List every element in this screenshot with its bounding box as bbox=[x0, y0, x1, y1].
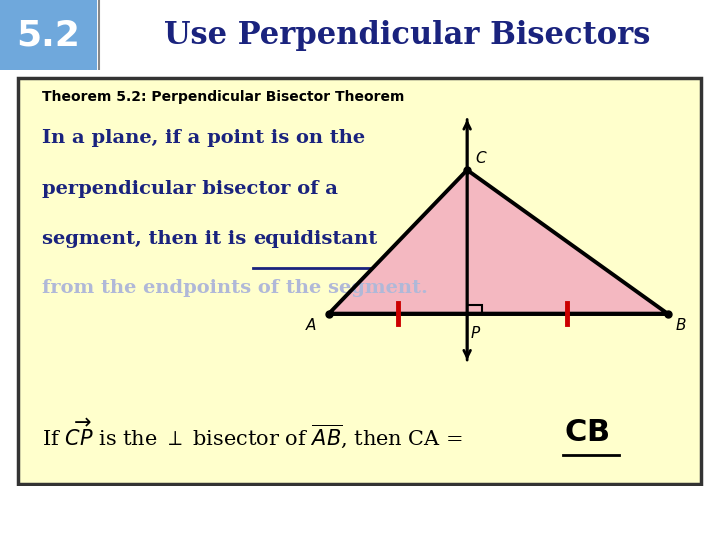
Text: Use Perpendicular Bisectors: Use Perpendicular Bisectors bbox=[163, 19, 650, 51]
Text: If $\overrightarrow{CP}$ is the $\perp$ bisector of $\overline{AB}$, then CA =: If $\overrightarrow{CP}$ is the $\perp$ … bbox=[42, 416, 465, 450]
Text: $\mathbf{CB}$: $\mathbf{CB}$ bbox=[564, 417, 609, 448]
Text: equidistant: equidistant bbox=[253, 230, 377, 247]
Text: A: A bbox=[306, 318, 317, 333]
Text: Theorem 5.2: Perpendicular Bisector Theorem: Theorem 5.2: Perpendicular Bisector Theo… bbox=[42, 90, 405, 104]
Text: perpendicular bisector of a: perpendicular bisector of a bbox=[42, 180, 338, 198]
FancyBboxPatch shape bbox=[18, 78, 701, 484]
Text: P: P bbox=[471, 326, 480, 341]
Bar bbox=[0, 0, 97, 70]
Polygon shape bbox=[329, 170, 667, 314]
Text: from the endpoints of the segment.: from the endpoints of the segment. bbox=[42, 279, 428, 297]
Text: segment, then it is: segment, then it is bbox=[42, 230, 253, 247]
Text: B: B bbox=[676, 318, 686, 333]
Text: In a plane, if a point is on the: In a plane, if a point is on the bbox=[42, 129, 365, 147]
Text: 5.2: 5.2 bbox=[17, 18, 80, 52]
Text: C: C bbox=[475, 151, 486, 166]
